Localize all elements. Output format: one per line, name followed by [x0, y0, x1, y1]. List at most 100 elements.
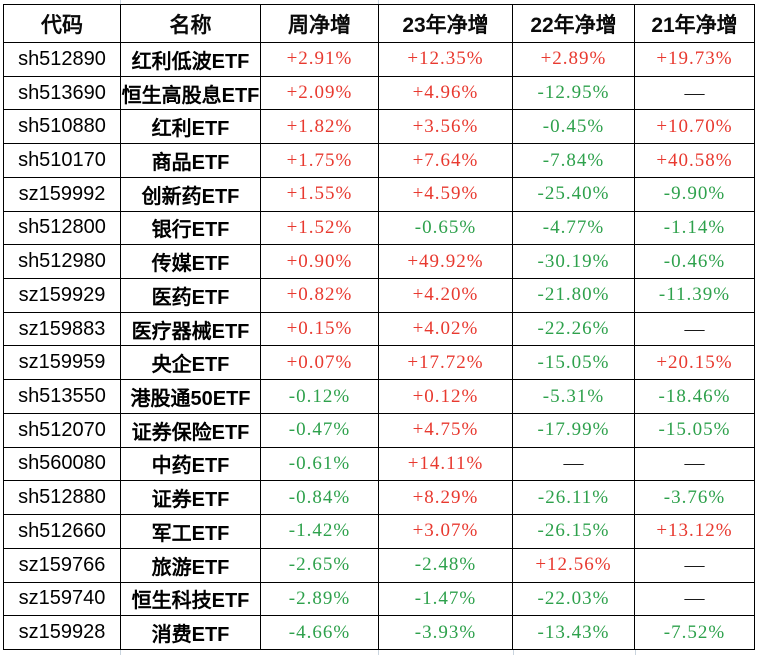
- code-cell[interactable]: sz159928: [3, 615, 121, 650]
- code-cell[interactable]: sz159883: [3, 311, 121, 347]
- y21-cell[interactable]: -3.76%: [634, 480, 755, 516]
- name-cell[interactable]: 中药ETF: [120, 446, 261, 482]
- y21-cell[interactable]: -9.90%: [634, 176, 755, 212]
- code-cell[interactable]: sh512660: [3, 514, 121, 549]
- name-cell[interactable]: 证券保险ETF: [120, 412, 261, 448]
- name-cell[interactable]: 恒生科技ETF: [120, 581, 261, 617]
- y23-cell[interactable]: +0.12%: [378, 379, 513, 414]
- code-cell[interactable]: sh512800: [3, 210, 121, 246]
- y22-cell[interactable]: -22.26%: [512, 311, 635, 347]
- y22-cell[interactable]: -12.95%: [512, 75, 635, 111]
- name-cell[interactable]: 传媒ETF: [120, 244, 261, 280]
- y21-cell[interactable]: -1.14%: [634, 210, 755, 246]
- code-cell[interactable]: sz159740: [3, 581, 121, 617]
- y23-cell[interactable]: +3.56%: [378, 109, 513, 145]
- name-cell[interactable]: 红利ETF: [120, 109, 261, 145]
- name-cell[interactable]: 医药ETF: [120, 278, 261, 313]
- name-cell[interactable]: 央企ETF: [120, 345, 261, 381]
- name-cell[interactable]: 证券ETF: [120, 480, 261, 516]
- y21-cell[interactable]: -18.46%: [634, 379, 755, 414]
- code-cell[interactable]: sz159929: [3, 278, 121, 313]
- y23-cell[interactable]: -3.93%: [378, 615, 513, 650]
- y21-cell[interactable]: —: [634, 446, 755, 482]
- column-header-week[interactable]: 周净增: [260, 4, 379, 43]
- week-cell[interactable]: +0.82%: [260, 278, 379, 313]
- column-header-y21[interactable]: 21年净增: [634, 4, 755, 43]
- y22-cell[interactable]: -13.43%: [512, 615, 635, 650]
- week-cell[interactable]: +0.07%: [260, 345, 379, 381]
- week-cell[interactable]: -0.61%: [260, 446, 379, 482]
- column-header-y22[interactable]: 22年净增: [512, 4, 635, 43]
- y21-cell[interactable]: +20.15%: [634, 345, 755, 381]
- y22-cell[interactable]: -30.19%: [512, 244, 635, 280]
- y21-cell[interactable]: +13.12%: [634, 514, 755, 549]
- y23-cell[interactable]: +7.64%: [378, 143, 513, 178]
- week-cell[interactable]: +2.91%: [260, 42, 379, 77]
- code-cell[interactable]: sh512890: [3, 42, 121, 77]
- y22-cell[interactable]: -26.15%: [512, 514, 635, 549]
- y22-cell[interactable]: -22.03%: [512, 581, 635, 617]
- y21-cell[interactable]: —: [634, 581, 755, 617]
- y21-cell[interactable]: -11.39%: [634, 278, 755, 313]
- y21-cell[interactable]: +40.58%: [634, 143, 755, 178]
- y23-cell[interactable]: +12.35%: [378, 42, 513, 77]
- week-cell[interactable]: +1.82%: [260, 109, 379, 145]
- y23-cell[interactable]: +4.20%: [378, 278, 513, 313]
- code-cell[interactable]: sz159992: [3, 176, 121, 212]
- y22-cell[interactable]: -4.77%: [512, 210, 635, 246]
- week-cell[interactable]: +1.52%: [260, 210, 379, 246]
- name-cell[interactable]: 创新药ETF: [120, 176, 261, 212]
- y23-cell[interactable]: +49.92%: [378, 244, 513, 280]
- code-cell[interactable]: sh510880: [3, 109, 121, 145]
- y23-cell[interactable]: +8.29%: [378, 480, 513, 516]
- y23-cell[interactable]: +4.59%: [378, 176, 513, 212]
- y23-cell[interactable]: -2.48%: [378, 547, 513, 583]
- y22-cell[interactable]: -26.11%: [512, 480, 635, 516]
- column-header-y23[interactable]: 23年净增: [378, 4, 513, 43]
- y22-cell[interactable]: -7.84%: [512, 143, 635, 178]
- y23-cell[interactable]: -1.47%: [378, 581, 513, 617]
- y21-cell[interactable]: —: [634, 547, 755, 583]
- y22-cell[interactable]: -17.99%: [512, 412, 635, 448]
- code-cell[interactable]: sh512980: [3, 244, 121, 280]
- y23-cell[interactable]: +14.11%: [378, 446, 513, 482]
- week-cell[interactable]: -0.47%: [260, 412, 379, 448]
- week-cell[interactable]: +0.15%: [260, 311, 379, 347]
- y23-cell[interactable]: +4.96%: [378, 75, 513, 111]
- y22-cell[interactable]: -25.40%: [512, 176, 635, 212]
- name-cell[interactable]: 红利低波ETF: [120, 42, 261, 77]
- y23-cell[interactable]: +17.72%: [378, 345, 513, 381]
- y21-cell[interactable]: +10.70%: [634, 109, 755, 145]
- code-cell[interactable]: sz159766: [3, 547, 121, 583]
- name-cell[interactable]: 旅游ETF: [120, 547, 261, 583]
- column-header-code[interactable]: 代码: [3, 4, 121, 43]
- y22-cell[interactable]: —: [512, 446, 635, 482]
- y21-cell[interactable]: -15.05%: [634, 412, 755, 448]
- name-cell[interactable]: 恒生高股息ETF: [120, 75, 261, 111]
- y23-cell[interactable]: +3.07%: [378, 514, 513, 549]
- week-cell[interactable]: -4.66%: [260, 615, 379, 650]
- week-cell[interactable]: -0.84%: [260, 480, 379, 516]
- name-cell[interactable]: 港股通50ETF: [120, 379, 261, 414]
- code-cell[interactable]: sh513550: [3, 379, 121, 414]
- code-cell[interactable]: sz159959: [3, 345, 121, 381]
- y22-cell[interactable]: +2.89%: [512, 42, 635, 77]
- week-cell[interactable]: -0.12%: [260, 379, 379, 414]
- name-cell[interactable]: 商品ETF: [120, 143, 261, 178]
- week-cell[interactable]: -2.65%: [260, 547, 379, 583]
- week-cell[interactable]: -1.42%: [260, 514, 379, 549]
- y23-cell[interactable]: +4.02%: [378, 311, 513, 347]
- y22-cell[interactable]: +12.56%: [512, 547, 635, 583]
- y22-cell[interactable]: -21.80%: [512, 278, 635, 313]
- y22-cell[interactable]: -5.31%: [512, 379, 635, 414]
- week-cell[interactable]: -2.89%: [260, 581, 379, 617]
- name-cell[interactable]: 军工ETF: [120, 514, 261, 549]
- code-cell[interactable]: sh560080: [3, 446, 121, 482]
- code-cell[interactable]: sh512880: [3, 480, 121, 516]
- code-cell[interactable]: sh510170: [3, 143, 121, 178]
- week-cell[interactable]: +2.09%: [260, 75, 379, 111]
- code-cell[interactable]: sh512070: [3, 412, 121, 448]
- y23-cell[interactable]: +4.75%: [378, 412, 513, 448]
- y21-cell[interactable]: -0.46%: [634, 244, 755, 280]
- name-cell[interactable]: 消费ETF: [120, 615, 261, 650]
